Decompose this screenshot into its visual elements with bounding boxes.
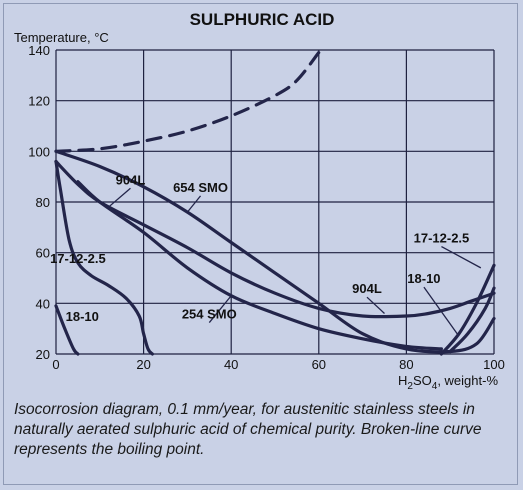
curve-label: 17-12-2.5 xyxy=(50,251,106,266)
x-axis-label-part: H xyxy=(398,373,407,388)
x-axis-label-part: SO xyxy=(413,373,432,388)
curve-label: 18-10 xyxy=(66,309,99,324)
y-tick-label: 100 xyxy=(28,144,50,159)
label-leader-line xyxy=(208,295,232,323)
x-axis-label: H2SO4, weight-% xyxy=(398,373,498,392)
x-tick-label: 0 xyxy=(52,357,59,372)
curve-17-12-2-5 xyxy=(54,159,154,356)
label-leader-line xyxy=(441,245,482,269)
chart-title: SULPHURIC ACID xyxy=(190,10,335,29)
x-tick-label: 40 xyxy=(224,357,238,372)
curve-label: 18-10 xyxy=(407,271,440,286)
label-leader-line xyxy=(423,286,460,337)
curve-labels: 904L 654 SMO 17-12-2.5 254 SMO 18-10 904L 18-1… xyxy=(50,172,482,337)
x-tick-label: 80 xyxy=(399,357,413,372)
curve-label: 904L xyxy=(116,172,146,187)
curve-boiling-point xyxy=(54,50,321,153)
y-tick-label: 60 xyxy=(36,246,50,261)
curve-17-12-2-5 xyxy=(439,263,496,356)
y-tick-label: 140 xyxy=(28,43,50,58)
y-axis-label: Temperature, °C xyxy=(14,30,109,45)
y-tick-label: 40 xyxy=(36,296,50,311)
x-tick-label: 20 xyxy=(136,357,150,372)
curve-label: 254 SMO xyxy=(182,307,237,322)
curve-18-10 xyxy=(448,286,496,354)
grid xyxy=(55,49,495,355)
x-axis-label-sub: 2 xyxy=(407,381,413,392)
x-axis-label-part: , weight-% xyxy=(437,373,498,388)
label-leader-line xyxy=(186,195,202,213)
curve-label: 904L xyxy=(352,281,382,296)
label-leader-line xyxy=(108,187,131,208)
y-tick-label: 80 xyxy=(36,195,50,210)
curve-654-smo xyxy=(54,149,496,354)
x-axis-label-sub: 4 xyxy=(432,381,438,392)
curve-18-10 xyxy=(54,304,80,356)
curve-label: 654 SMO xyxy=(173,180,228,195)
label-leader-line xyxy=(366,296,385,314)
y-tick-label: 20 xyxy=(36,347,50,362)
x-tick-label: 60 xyxy=(312,357,326,372)
curves xyxy=(54,50,496,356)
y-tick-label: 120 xyxy=(28,94,50,109)
chart-frame xyxy=(3,3,518,485)
x-tick-label: 100 xyxy=(483,357,505,372)
curve-254-smo xyxy=(76,180,443,351)
curve-label: 17-12-2.5 xyxy=(414,231,470,246)
figure-caption: Isocorrosion diagram, 0.1 mm/year, for a… xyxy=(14,401,482,458)
isocorrosion-chart: SULPHURIC ACID Temperature, °C H2SO4, we… xyxy=(14,10,505,392)
